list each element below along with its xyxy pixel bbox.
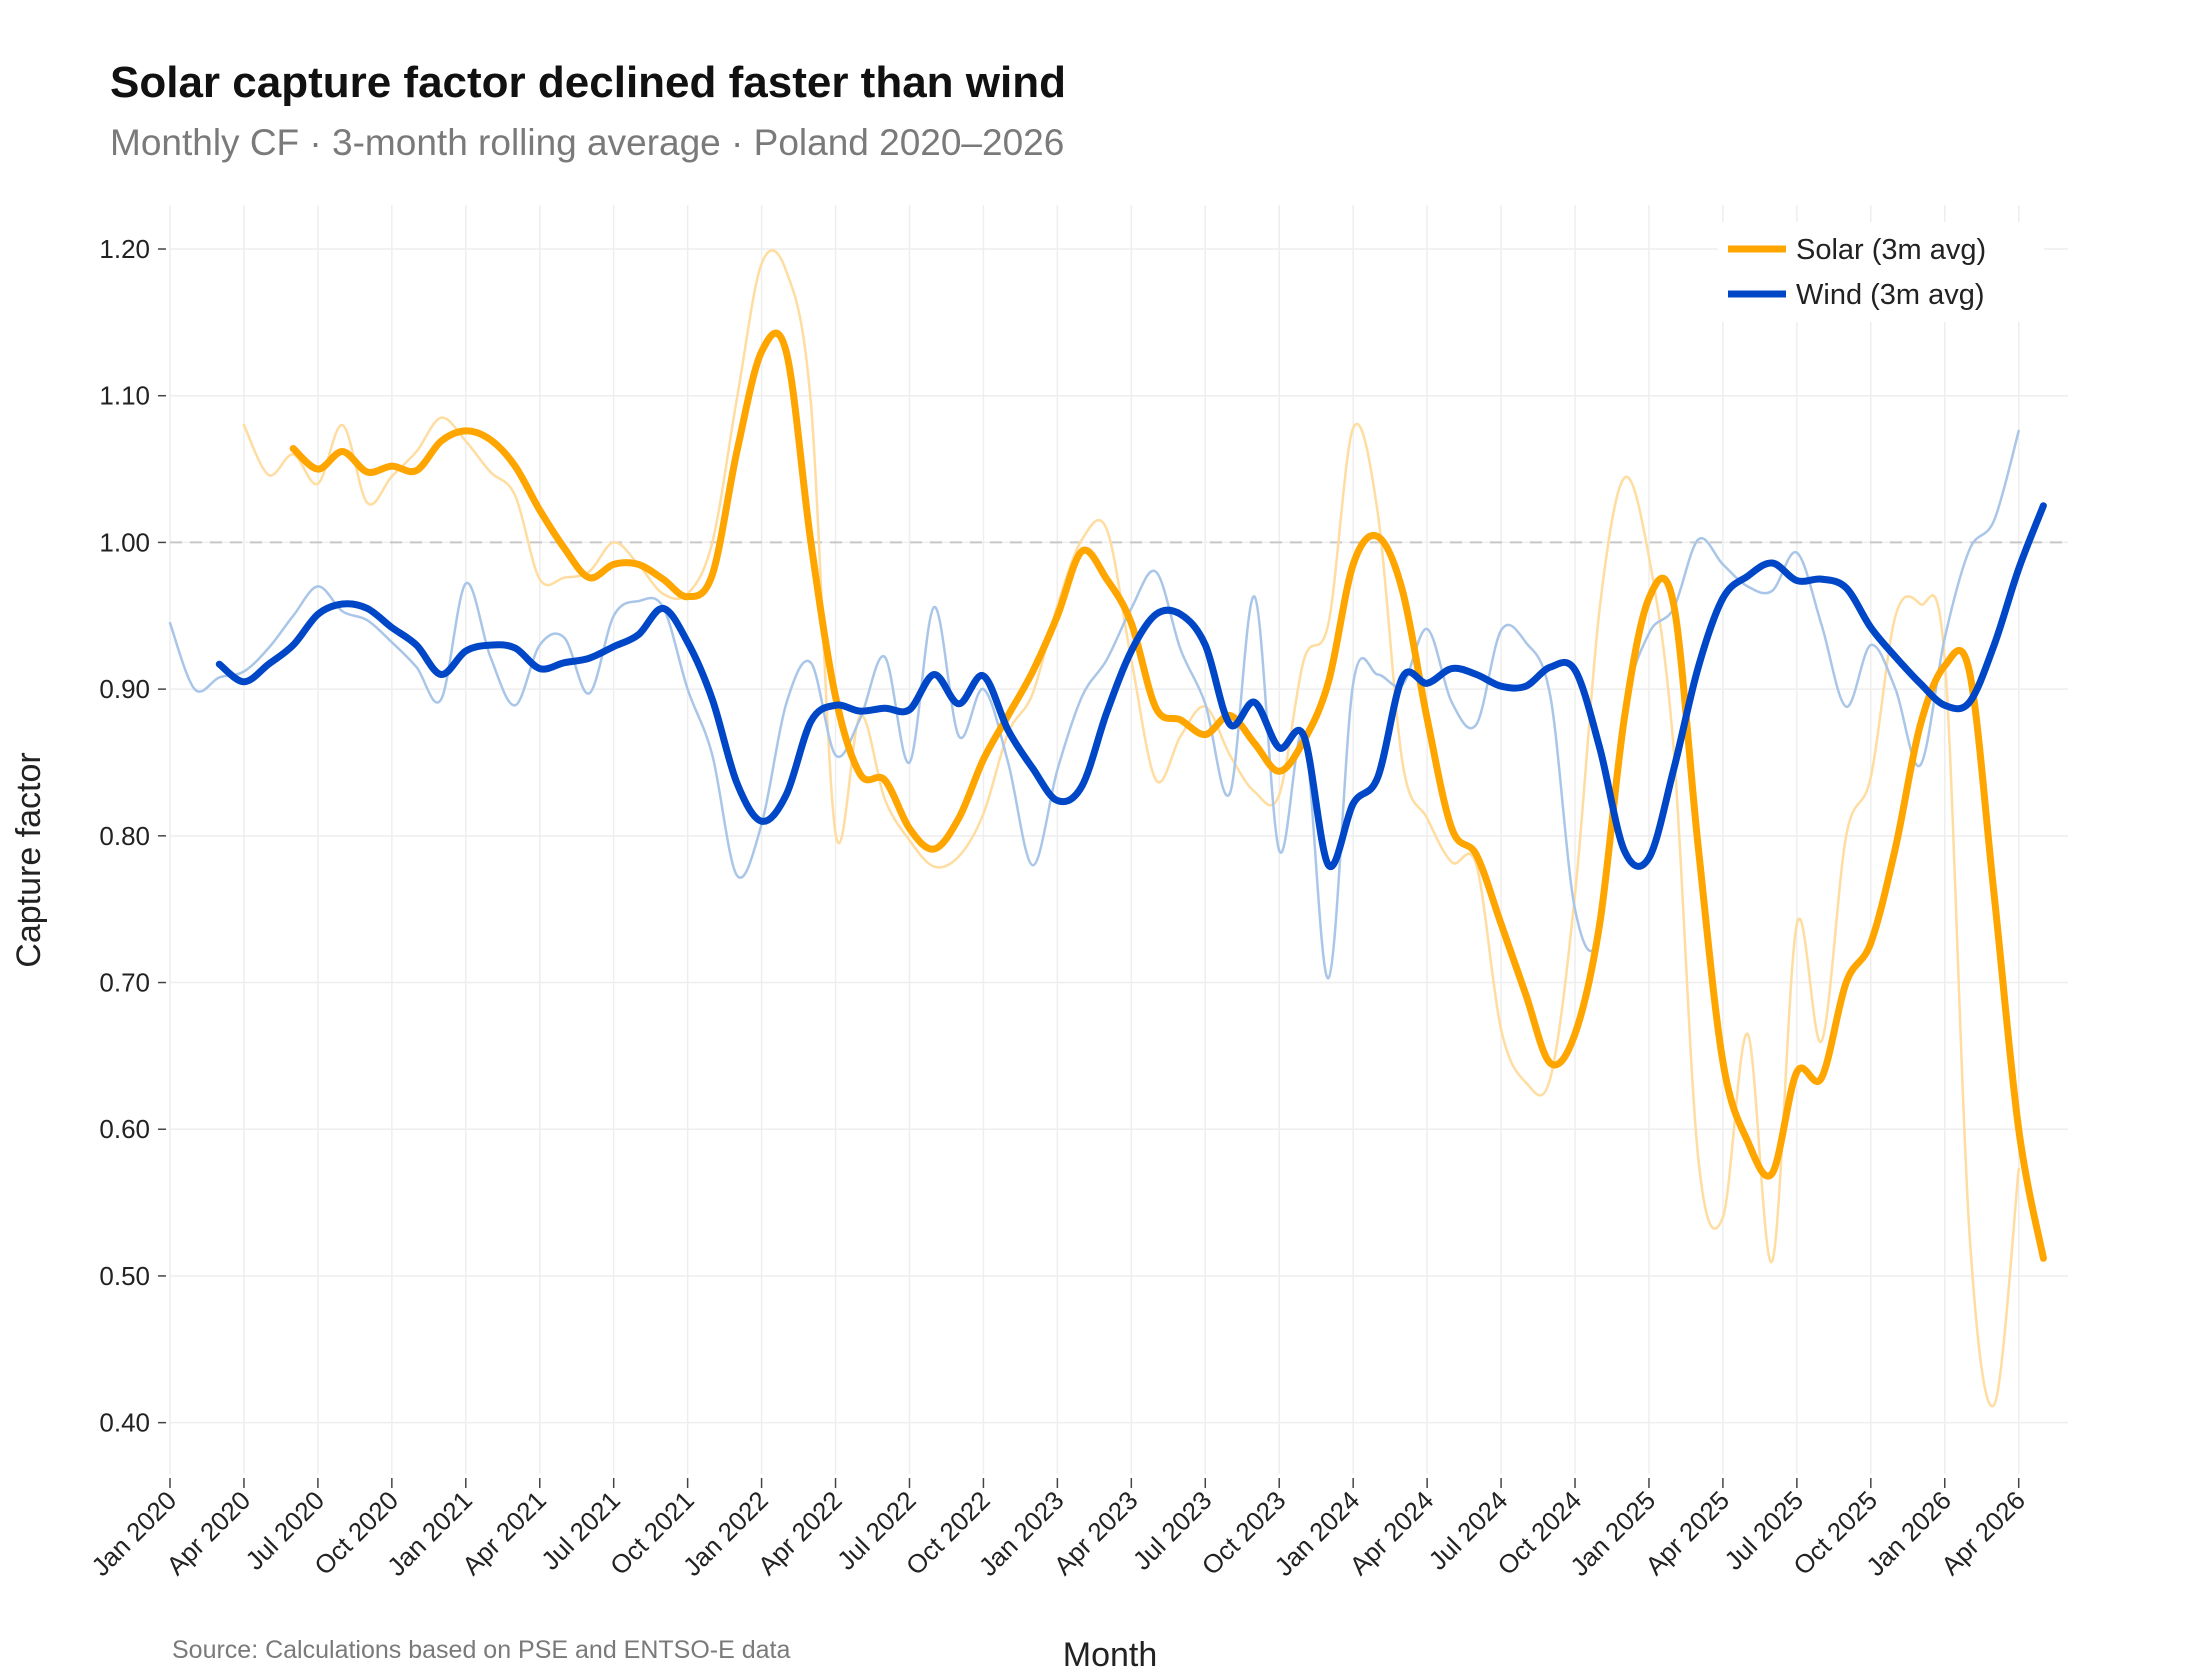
chart-source: Source: Calculations based on PSE and EN… (172, 1636, 791, 1664)
y-tick-label: 1.10 (99, 381, 150, 411)
monthly-series (168, 249, 2020, 1408)
wind-monthly-line (168, 429, 2020, 980)
legend-label-wind: Wind (3m avg) (1796, 279, 1985, 311)
grid-lines (169, 205, 2068, 1474)
y-tick-label: 0.70 (99, 968, 150, 998)
y-tick-label: 0.40 (99, 1408, 150, 1438)
x-axis-title: Month (1063, 1636, 1158, 1674)
legend: Solar (3m avg) Wind (3m avg) (1718, 222, 2044, 322)
chart-title: Solar capture factor declined faster tha… (110, 58, 1066, 107)
solar-monthly-line (242, 249, 2020, 1408)
y-tick-label: 1.00 (99, 527, 150, 557)
legend-background (1718, 222, 2044, 322)
y-tick-label: 0.50 (99, 1261, 150, 1291)
y-axis-title: Capture factor (10, 752, 48, 967)
chart-subtitle: Monthly CF · 3-month rolling average · P… (110, 122, 1065, 163)
y-tick-label: 0.90 (99, 674, 150, 704)
legend-label-solar: Solar (3m avg) (1796, 234, 1986, 266)
y-tick-label: 0.60 (99, 1114, 150, 1144)
y-tick-label: 0.80 (99, 821, 150, 851)
wind-rolling-line (215, 502, 2047, 871)
axes: 0.400.500.600.700.800.901.001.101.20Jan … (85, 234, 2031, 1582)
solar-rolling-line (289, 329, 2047, 1262)
rolling-series (215, 329, 2047, 1262)
y-tick-label: 1.20 (99, 234, 150, 264)
